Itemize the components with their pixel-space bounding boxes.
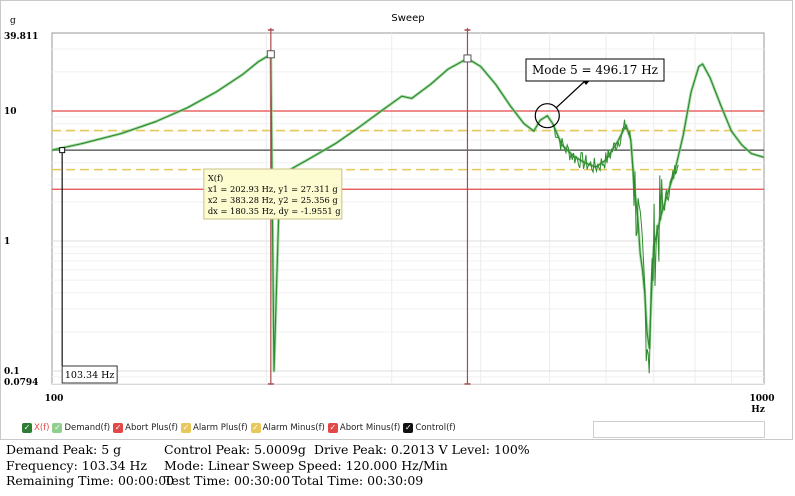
drive-peak: Drive Peak: 0.2013 V Level: 100%	[314, 442, 530, 457]
legend-item[interactable]: ✓ Abort Plus(f)	[113, 423, 178, 433]
tooltip-line: x2 = 383.28 Hz, y2 = 25.356 g	[208, 195, 339, 205]
tooltip-line: x1 = 202.93 Hz, y1 = 27.311 g	[208, 184, 339, 194]
total-time: Total Time: 00:30:09	[292, 473, 424, 488]
y-axis-label: g	[10, 16, 16, 26]
frequency-readout: Frequency: 103.34 Hz	[6, 457, 147, 473]
mode-readout: Mode: Linear	[164, 457, 250, 473]
mode-label-box	[525, 58, 665, 82]
tooltip-line: dx = 180.35 Hz, dy = -1.9551 g	[208, 206, 341, 216]
x-axis-label: Hz	[751, 405, 765, 415]
chart-title: Sweep	[391, 13, 424, 24]
x-tick-label: 100	[45, 394, 64, 404]
y-tick-label: 39.811	[4, 32, 38, 42]
legend-scroll-area[interactable]	[593, 421, 765, 438]
checkbox-icon[interactable]: ✓	[327, 423, 338, 433]
x-tick-label: 1000	[749, 394, 774, 404]
mode-label: Mode 5 = 496.17 Hz	[532, 63, 658, 77]
legend-item[interactable]: ✓ Abort Minus(f)	[327, 423, 401, 433]
legend-label: X(f)	[34, 423, 50, 433]
control-noise	[552, 119, 679, 374]
legend-label: Demand(f)	[64, 423, 111, 433]
mode-leader-line	[555, 80, 586, 109]
checkbox-icon[interactable]: ✓	[52, 423, 63, 433]
test-time: Test Time: 00:30:00	[164, 473, 291, 488]
demand-peak: Demand Peak: 5 g	[6, 442, 122, 457]
legend-label: Alarm Plus(f)	[193, 423, 248, 433]
cursor-1-marker[interactable]	[266, 50, 275, 59]
y-tick-label: 0.1	[4, 367, 20, 377]
legend-item[interactable]: ✓ X(f)	[22, 423, 49, 433]
legend-label: Abort Minus(f)	[339, 423, 401, 433]
mode-circle	[534, 103, 560, 129]
checkbox-icon[interactable]: ✓	[181, 423, 191, 433]
frequency-label: 103.34 Hz	[65, 370, 115, 381]
checkbox-icon[interactable]: ✓	[403, 423, 414, 433]
sweep-speed: Sweep Speed: 120.000 Hz/Min	[252, 457, 448, 473]
legend-label: Control(f)	[415, 423, 456, 433]
checkbox-icon[interactable]: ✓	[113, 423, 124, 433]
legend-label: Abort Plus(f)	[125, 423, 178, 433]
control-series-line	[51, 53, 765, 372]
legend: ✓ X(f) ✓ Demand(f) ✓ Abort Plus(f) ✓ Alarm Plus…	[22, 420, 459, 436]
cursor-tooltip	[203, 168, 343, 220]
checkbox-icon[interactable]: ✓	[22, 423, 32, 433]
y-tick-label: 1	[4, 237, 10, 247]
tooltip-line: X(f)	[208, 173, 223, 183]
checkbox-icon[interactable]: ✓	[250, 423, 261, 433]
frequency-marker[interactable]	[59, 147, 66, 154]
legend-label: Alarm Minus(f)	[262, 423, 325, 433]
frequency-label-box	[61, 365, 118, 384]
cursor-2-marker[interactable]	[463, 54, 472, 63]
legend-item[interactable]: ✓ Alarm Minus(f)	[250, 423, 325, 433]
legend-item[interactable]: ✓ Control(f)	[403, 423, 456, 433]
remaining-time: Remaining Time: 00:00:00	[6, 473, 175, 488]
legend-item[interactable]: ✓ Demand(f)	[52, 423, 110, 433]
control-peak: Control Peak: 5.0009g	[164, 442, 306, 457]
y-tick-label: 0.0794	[4, 378, 38, 388]
y-tick-label: 10	[4, 107, 17, 117]
legend-item[interactable]: ✓ Alarm Plus(f)	[181, 423, 248, 433]
